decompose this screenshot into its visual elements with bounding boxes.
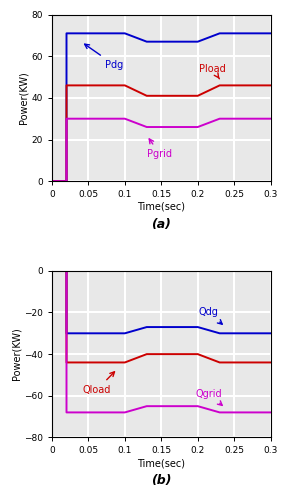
Text: Pload: Pload xyxy=(199,64,226,79)
Text: (b): (b) xyxy=(151,474,172,487)
Y-axis label: Power(KW): Power(KW) xyxy=(11,328,21,380)
Y-axis label: Power(KW): Power(KW) xyxy=(18,72,29,124)
Text: Pgrid: Pgrid xyxy=(147,139,172,159)
Text: Qload: Qload xyxy=(83,372,114,394)
X-axis label: Time(sec): Time(sec) xyxy=(137,202,185,212)
X-axis label: Time(sec): Time(sec) xyxy=(137,458,185,468)
Text: Pdg: Pdg xyxy=(85,44,123,70)
Text: (a): (a) xyxy=(151,218,171,231)
Text: Qdg: Qdg xyxy=(199,308,222,324)
Text: Qgrid: Qgrid xyxy=(195,388,222,406)
